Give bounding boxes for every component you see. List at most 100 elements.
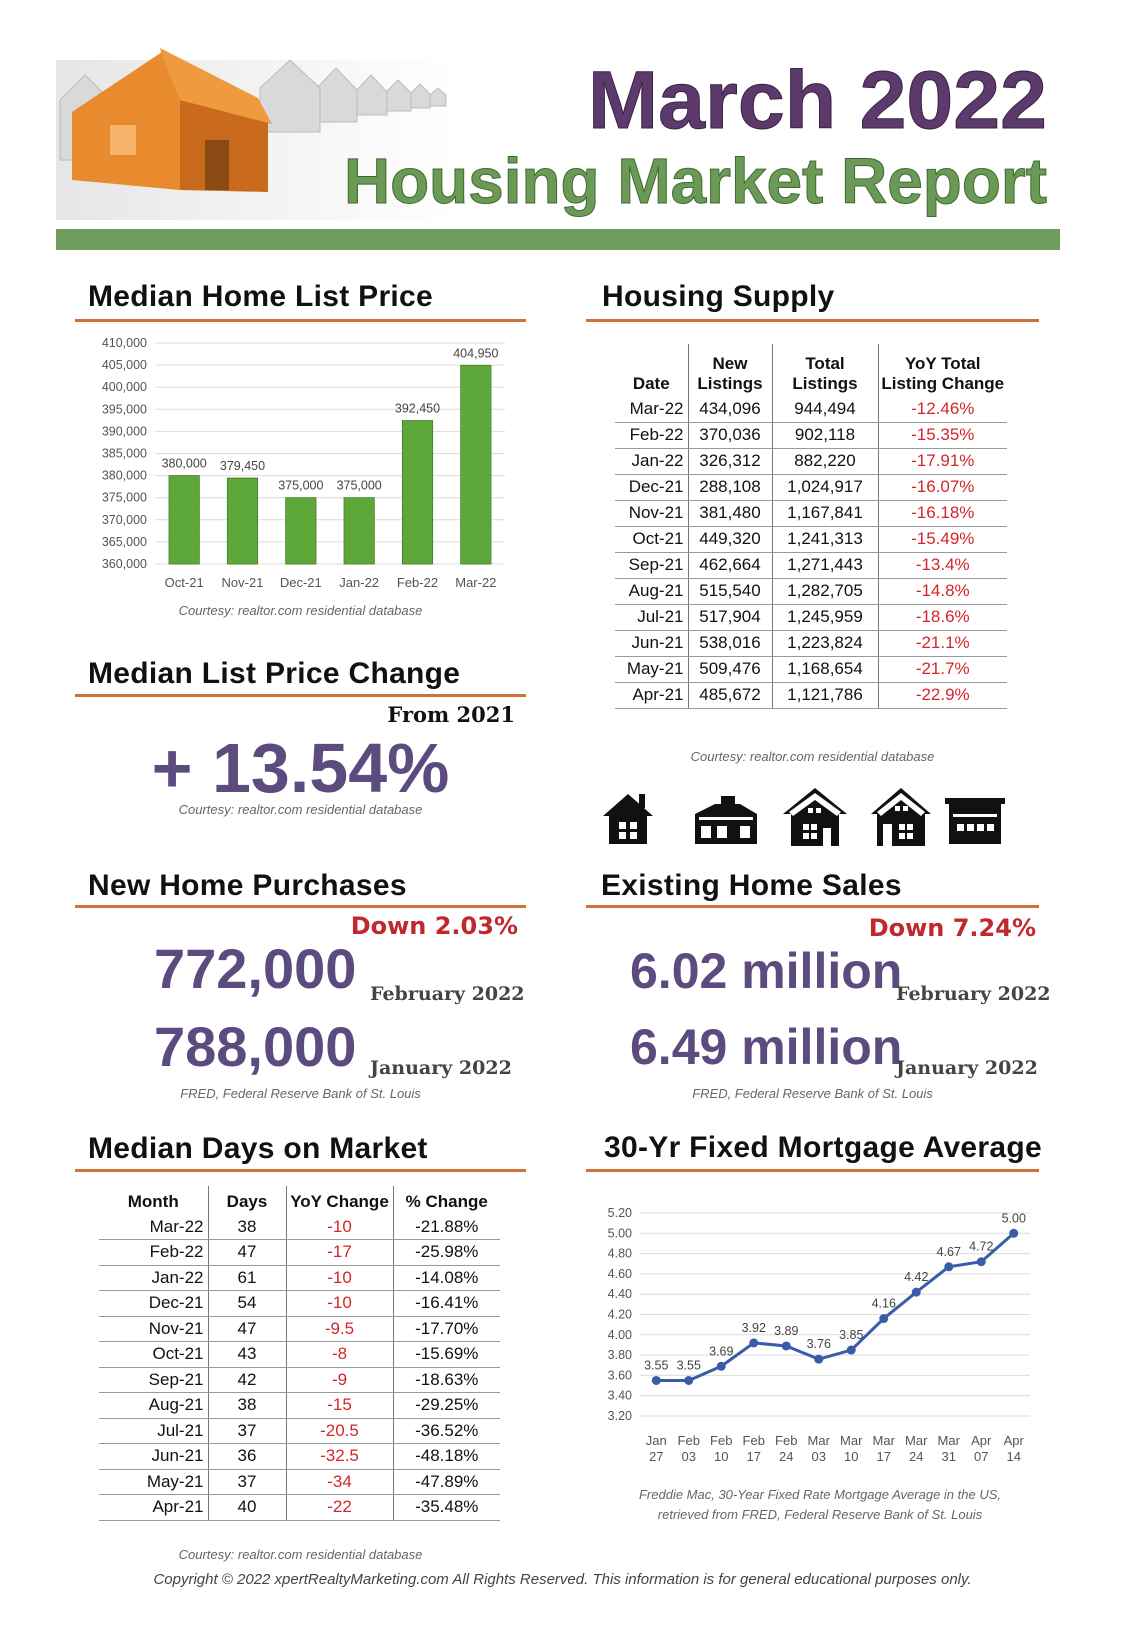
- bar: [285, 497, 317, 565]
- table-cell: 1,121,786: [771, 682, 878, 709]
- table-cell: -17: [285, 1239, 393, 1266]
- line: [656, 1232, 1015, 1382]
- value-label: 3.85: [839, 1328, 863, 1342]
- x-tick-label: Apr 07: [971, 1433, 992, 1464]
- figure-value: 772,000: [154, 937, 357, 1000]
- table-cell: 370,036: [687, 422, 772, 449]
- table-cell: 509,476: [687, 656, 772, 683]
- table-cell: 61: [207, 1265, 286, 1291]
- x-tick-label: Mar 17: [872, 1433, 895, 1464]
- table-cell: -21.1%: [877, 630, 1007, 657]
- house-icon: [783, 788, 847, 846]
- table-cell: -12.46%: [877, 396, 1007, 423]
- header-row: Month Days YoY Change% Change: [99, 1186, 500, 1214]
- column-header: YoY Change: [285, 1186, 393, 1214]
- table-row: Nov-21 381,480 1,167,841 -16.18%: [615, 500, 1007, 527]
- point: [976, 1257, 986, 1267]
- table-cell: -15.69%: [392, 1341, 500, 1368]
- table-cell: -16.18%: [877, 500, 1007, 527]
- column-header: % Change: [392, 1186, 500, 1214]
- house-icons: [603, 788, 1005, 846]
- table-row: Oct-21 43 -8 -15.69%: [99, 1341, 500, 1368]
- y-tick-label: 3.60: [608, 1368, 632, 1382]
- table-cell: 1,271,443: [771, 552, 878, 579]
- x-tick-label: Feb 24: [775, 1433, 798, 1464]
- x-tick-label: Jan-22: [339, 575, 379, 590]
- y-tick-label: 4.20: [608, 1308, 632, 1322]
- heading-rule: [75, 319, 526, 322]
- table-cell: -16.07%: [877, 474, 1007, 501]
- table-cell: Oct-21: [615, 526, 688, 553]
- value-label: 3.76: [807, 1337, 831, 1351]
- y-tick-label: 365,000: [102, 535, 147, 549]
- x-tick-label: Feb 10: [710, 1433, 733, 1464]
- table-cell: 36: [207, 1443, 286, 1470]
- table-cell: Sep-21: [99, 1367, 208, 1393]
- heading-rule: [586, 319, 1039, 322]
- value-label: 4.67: [937, 1245, 961, 1259]
- section-heading: Existing Home Sales: [601, 869, 902, 902]
- table-cell: 40: [207, 1494, 286, 1521]
- table-cell: Feb-22: [99, 1239, 208, 1266]
- table-cell: 538,016: [687, 630, 772, 657]
- table-cell: Feb-22: [615, 422, 688, 449]
- table-row: Mar-22 38 -10 -21.88%: [99, 1214, 500, 1240]
- table-cell: 515,540: [687, 578, 772, 605]
- table-cell: 54: [207, 1290, 286, 1317]
- table-cell: Apr-21: [615, 682, 688, 709]
- point: [651, 1375, 661, 1385]
- x-tick-label: Nov-21: [222, 575, 264, 590]
- table-cell: -10: [285, 1265, 393, 1291]
- table-cell: Jun-21: [99, 1443, 208, 1470]
- table-head: Month Days YoY Change% Change: [99, 1186, 500, 1214]
- table-row: Apr-21 40 -22 -35.48%: [99, 1494, 500, 1521]
- table-cell: Nov-21: [615, 500, 688, 527]
- column-header: New Listings: [687, 344, 772, 396]
- table-row: Dec-21 54 -10 -16.41%: [99, 1290, 500, 1317]
- y-tick-label: 3.20: [608, 1409, 632, 1423]
- y-tick-label: 3.40: [608, 1389, 632, 1403]
- section-heading: Housing Supply: [602, 280, 835, 313]
- supply-table: Date New Listings Total Listings YoY Total …: [615, 344, 1007, 709]
- header-row: Date New Listings Total Listings YoY Total …: [615, 344, 1007, 396]
- value-label: 4.42: [904, 1270, 928, 1284]
- point: [944, 1262, 954, 1272]
- y-tick-label: 405,000: [102, 358, 147, 372]
- table-cell: 1,168,654: [771, 656, 878, 683]
- value-label: 4.72: [969, 1240, 993, 1254]
- y-tick-label: 395,000: [102, 402, 147, 416]
- table-cell: -21.88%: [392, 1214, 500, 1240]
- table-cell: 38: [207, 1214, 286, 1240]
- table-row: Jun-21 36 -32.5 -48.18%: [99, 1443, 500, 1470]
- table-cell: 517,904: [687, 604, 772, 631]
- table-cell: 944,494: [771, 396, 878, 423]
- point: [684, 1375, 694, 1385]
- table-cell: -18.6%: [877, 604, 1007, 631]
- header-banner: March 2022 Housing Market Report: [56, 48, 1060, 250]
- table-cell: 1,241,313: [771, 526, 878, 553]
- source-note: Courtesy: realtor.com residential databa…: [178, 603, 423, 618]
- change-label: Down 2.03%: [350, 912, 518, 940]
- change-label: Down 7.24%: [868, 914, 1036, 942]
- orange-house: [72, 48, 272, 192]
- table-row: Feb-22 370,036 902,118 -15.35%: [615, 422, 1007, 449]
- source-note: Freddie Mac, 30-Year Fixed Rate Mortgage…: [638, 1487, 1002, 1522]
- table-row: Jul-21 37 -20.5 -36.52%: [99, 1418, 500, 1444]
- table-cell: -14.8%: [877, 578, 1007, 605]
- table-cell: -8: [285, 1341, 393, 1368]
- bar: [168, 475, 200, 565]
- point: [716, 1361, 726, 1371]
- table-cell: -25.98%: [392, 1239, 500, 1266]
- table-cell: Jul-21: [99, 1418, 208, 1444]
- table-head: Date New Listings Total Listings YoY Total …: [615, 344, 1007, 396]
- point: [781, 1341, 791, 1351]
- table-cell: -15.49%: [877, 526, 1007, 553]
- x-tick-label: Mar-22: [455, 575, 496, 590]
- heading-rule: [586, 1169, 1039, 1172]
- table-cell: Dec-21: [615, 474, 688, 501]
- header-bar: [56, 229, 1060, 250]
- table-cell: -9: [285, 1367, 393, 1393]
- bar: [226, 477, 259, 565]
- days-table: Month Days YoY Change% Change Mar-22 38 -10 -2…: [99, 1186, 500, 1521]
